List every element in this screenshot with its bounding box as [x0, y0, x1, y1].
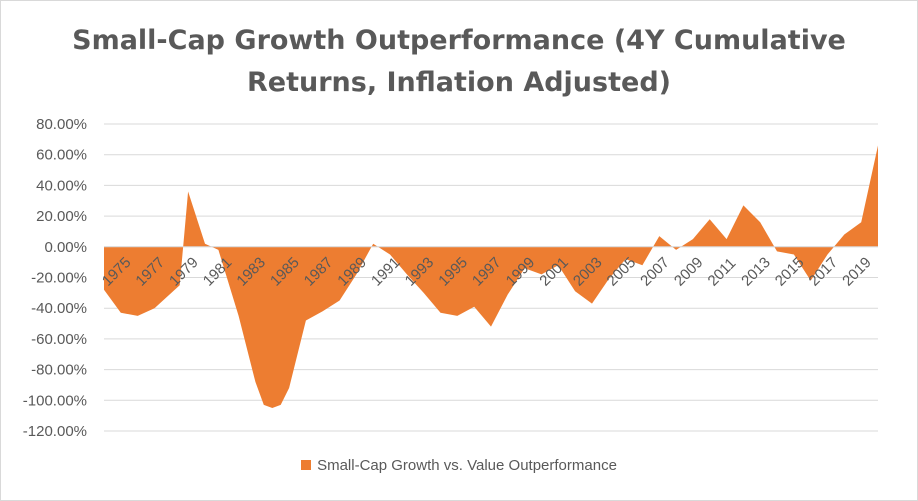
- x-tick-label: 2019: [839, 254, 875, 290]
- y-tick-label: -120.00%: [23, 423, 87, 440]
- y-tick-label: -20.00%: [31, 270, 87, 287]
- series-layer: [104, 145, 878, 408]
- y-tick-label: -60.00%: [31, 331, 87, 348]
- x-tick-label: 2013: [738, 254, 774, 290]
- chart-title: Small-Cap Growth Outperformance (4Y Cumu…: [0, 20, 918, 104]
- y-tick-label: 40.00%: [36, 177, 87, 194]
- legend-swatch: [301, 460, 312, 470]
- x-tick-label: 2011: [705, 255, 740, 290]
- y-tick-label: 80.00%: [36, 116, 87, 133]
- x-tick-label: 2009: [671, 254, 707, 290]
- y-axis: 80.00% 60.00% 40.00% 20.00% 0.00% -20.00% -40.…: [23, 116, 87, 440]
- y-tick-label: 0.00%: [44, 239, 87, 256]
- legend: Small-Cap Growth vs. Value Outperformanc…: [0, 457, 918, 474]
- area-series: [104, 145, 878, 408]
- y-tick-label: -40.00%: [31, 300, 87, 317]
- y-tick-label: 20.00%: [36, 208, 87, 225]
- chart-title-line-2: Returns, Inflation Adjusted): [247, 67, 671, 98]
- y-tick-label: -80.00%: [31, 362, 87, 379]
- y-tick-label: 60.00%: [36, 147, 87, 164]
- y-tick-label: -100.00%: [23, 392, 87, 409]
- legend-label: Small-Cap Growth vs. Value Outperformanc…: [317, 457, 617, 474]
- gridlines: [104, 123, 878, 432]
- chart-title-line-1: Small-Cap Growth Outperformance (4Y Cumu…: [72, 25, 846, 56]
